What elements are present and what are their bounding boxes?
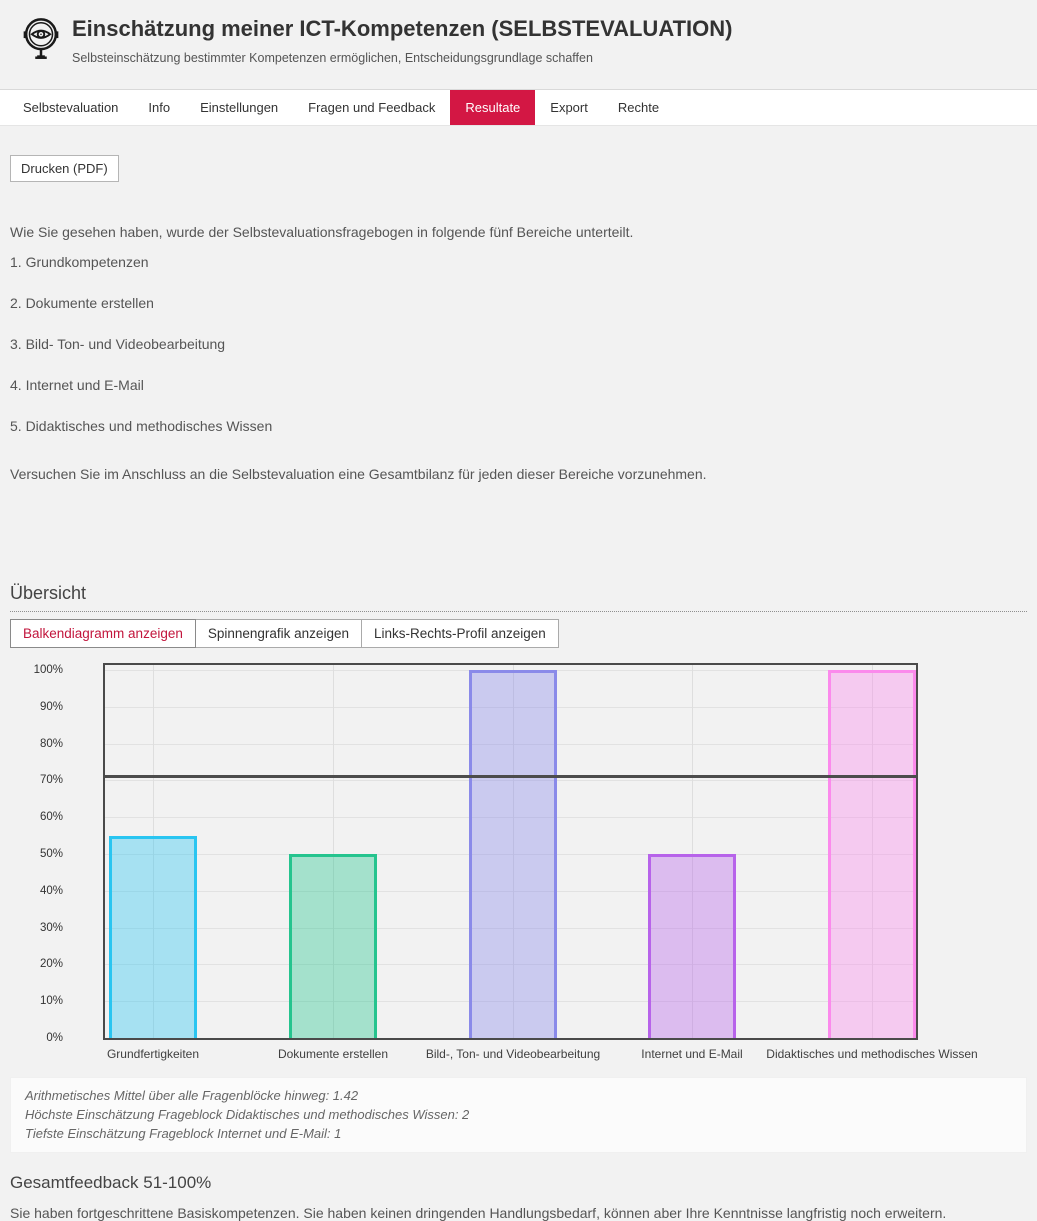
eye-mirror-logo-icon [23,18,59,59]
bar-didaktisches-und-methodisches-wissen [828,670,916,1038]
summary-line: Höchste Einschätzung Frageblock Didaktis… [25,1107,470,1122]
y-axis-tick-label: 70% [39,774,63,786]
y-axis-tick-label: 90% [39,701,63,713]
feedback-heading: Gesamtfeedback 51-100% [10,1173,212,1192]
y-axis-tick-label: 40% [39,885,63,897]
area-list-item: 4. Internet und E-Mail [10,377,144,393]
area-list-item: 1. Grundkompetenzen [10,254,149,270]
bar-grundfertigkeiten [109,836,197,1038]
nav-tab-fragen-und-feedback[interactable]: Fragen und Feedback [308,100,436,115]
feedback-text: Sie haben fortgeschrittene Basiskompeten… [10,1205,947,1221]
gridline [105,964,916,966]
main-content: Drucken (PDF) Wie Sie gesehen haben, wur… [0,126,1037,1221]
gridline [692,665,693,1038]
area-list-item: 3. Bild- Ton- und Videobearbeitung [10,336,226,352]
gridline [105,1001,916,1003]
page-title: Einschätzung meiner ICT-Kompetenzen (SEL… [72,16,733,41]
spinnengrafik-anzeigen-button[interactable]: Spinnengrafik anzeigen [195,619,362,648]
intro-lead: Wie Sie gesehen haben, wurde der Selbste… [10,224,634,240]
x-axis-category-label: Grundfertigkeiten [106,1047,200,1061]
gridline [105,890,916,892]
nav-tab-resultate[interactable]: Resultate [450,90,536,125]
y-axis-tick-label: 100% [33,664,63,676]
print-pdf-button[interactable]: Drucken (PDF) [10,155,119,182]
mean-reference-line [105,775,916,778]
chart-summary-box: Arithmetisches Mittel über alle Fragenbl… [10,1077,1027,1153]
bar-internet-und-e-mail [648,854,736,1038]
gridline [105,927,916,929]
nav-tab-rechte[interactable]: Rechte [617,100,660,115]
nav-tab-einstellungen[interactable]: Einstellungen [200,100,279,115]
bar-dokumente-erstellen [289,854,377,1038]
app-header: Einschätzung meiner ICT-Kompetenzen (SEL… [0,0,1037,89]
y-axis-tick-label: 80% [39,738,63,750]
gridline [105,706,916,708]
chart-plot-area [103,663,918,1040]
gridline [105,743,916,745]
gridline [105,817,916,819]
y-axis-tick-label: 10% [39,995,63,1007]
area-list-item: 2. Dokumente erstellen [10,295,154,311]
main-nav: Selbstevaluation Info Einstellungen Fragen … [0,89,1037,126]
x-axis-category-label: Internet und E-Mail [641,1047,743,1061]
chart-toggle-group: Balkendiagramm anzeigen Spinnengrafik anz… [10,619,1027,648]
gridline [872,665,873,1038]
gridline [513,665,514,1038]
gridline [105,780,916,782]
x-axis-category-label: Didaktisches und methodisches Wissen [766,1047,978,1061]
summary-line: Tiefste Einschätzung Frageblock Internet… [25,1126,342,1141]
area-list-item: 5. Didaktisches und methodisches Wissen [10,418,273,434]
gridline [333,665,334,1038]
y-axis-tick-label: 60% [39,811,63,823]
x-axis-category-label: Bild-, Ton- und Videobearbeitung [425,1047,601,1061]
y-axis-tick-label: 0% [46,1032,63,1044]
intro-outro: Versuchen Sie im Anschluss an die Selbst… [10,466,707,482]
x-axis-category-label: Dokumente erstellen [277,1047,389,1061]
gridline [153,665,154,1038]
bar-chart: 0% 10% 20% 30% 40% 50% 60% 70% 80% 90% 100% Grundfe… [10,657,1027,1069]
page-subtitle: Selbsteinschätzung bestimmter Kompetenze… [72,51,593,65]
nav-tab-selbstevaluation[interactable]: Selbstevaluation [23,100,119,115]
balkendiagramm-anzeigen-button[interactable]: Balkendiagramm anzeigen [10,619,196,648]
overview-heading: Übersicht [10,583,1027,612]
y-axis-tick-label: 50% [39,848,63,860]
links-rechts-profil-anzeigen-button[interactable]: Links-Rechts-Profil anzeigen [361,619,559,648]
nav-tab-export[interactable]: Export [550,100,588,115]
y-axis-tick-label: 30% [39,922,63,934]
area-list: 1. Grundkompetenzen 2. Dokumente erstelle… [10,254,1027,434]
y-axis-tick-label: 20% [39,958,63,970]
nav-tab-info[interactable]: Info [148,100,171,115]
gridline [105,854,916,855]
bar-bild-ton-und-videobearbeitung [469,670,557,1038]
summary-line: Arithmetisches Mittel über alle Fragenbl… [25,1088,359,1103]
